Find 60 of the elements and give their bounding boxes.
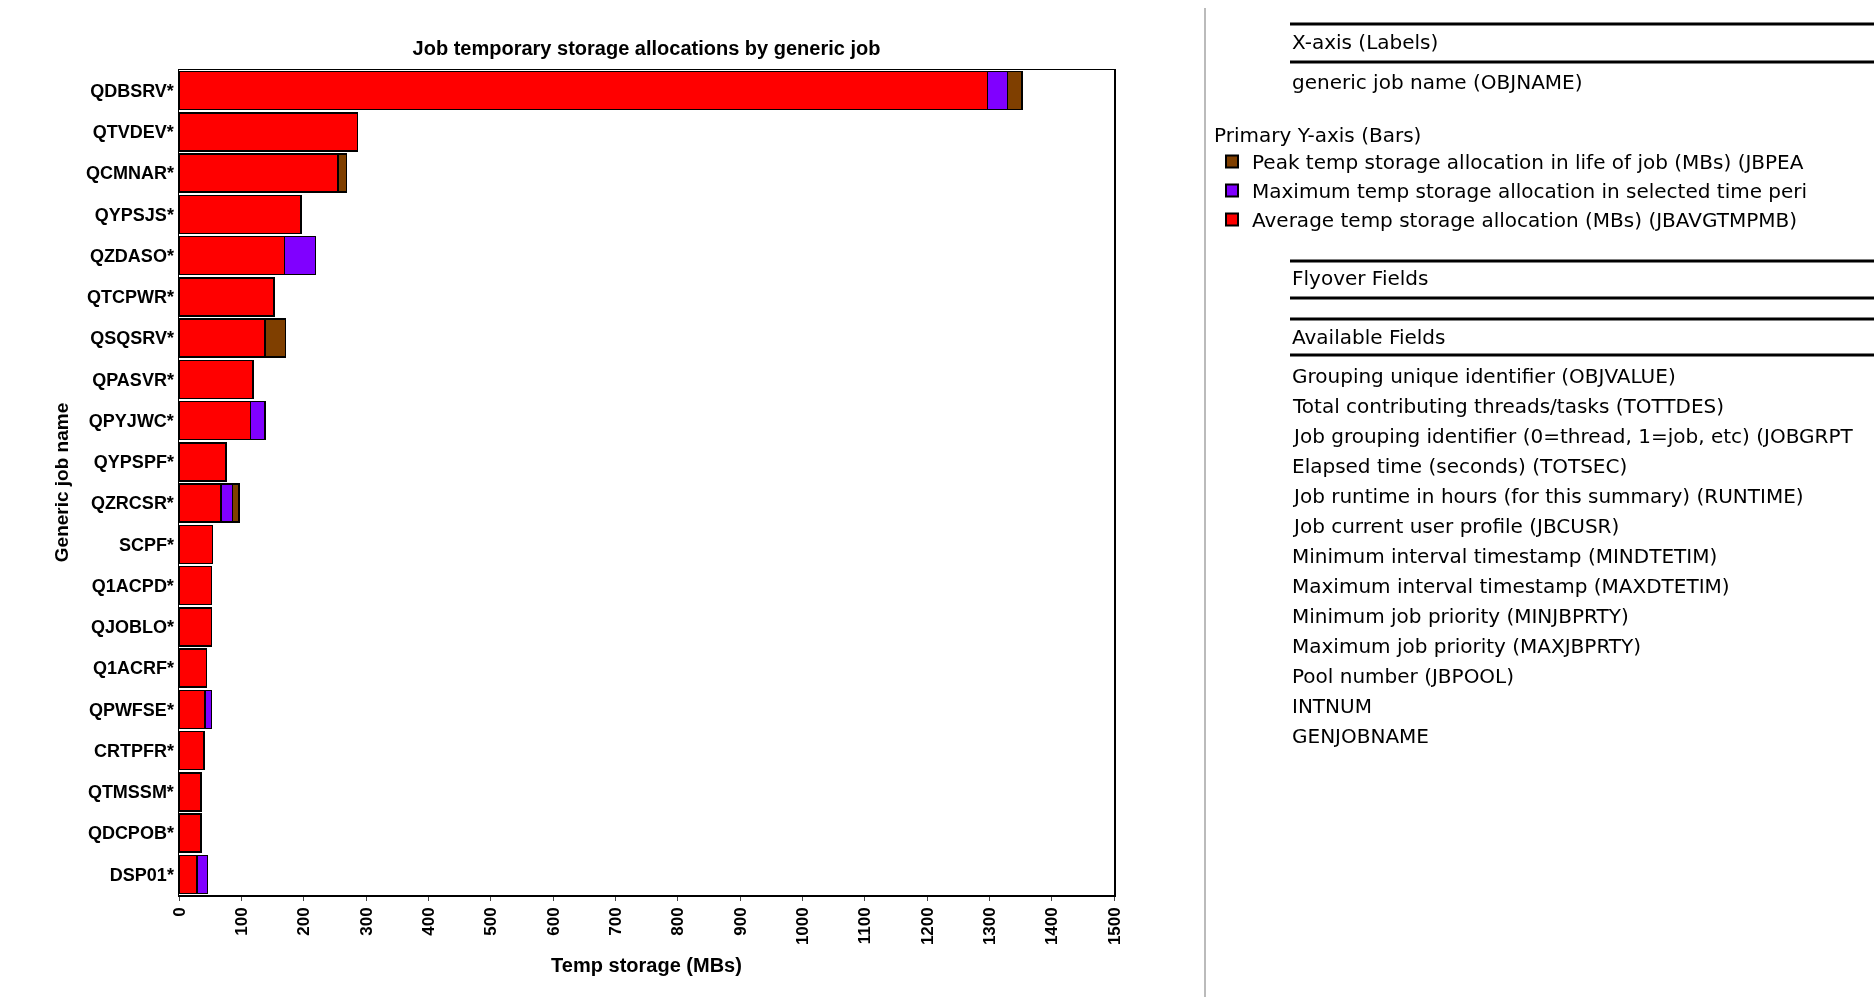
y-tick-label: SCPF* — [118, 534, 174, 555]
x-tick-label: 1300 — [979, 907, 999, 946]
y-tick-label: QZDASO* — [89, 245, 174, 266]
legend-label: Maximum temp storage allocation in selected time peri — [1252, 179, 1808, 204]
x-tick-label: 900 — [730, 907, 750, 936]
x-tick-label: 1000 — [792, 907, 812, 946]
text: Job current user profile (JBCUSR) — [1292, 514, 1620, 538]
y-tick-label: QDCPOB* — [87, 823, 174, 844]
y-tick-label: QDBSRV* — [90, 80, 174, 101]
text: Total contributing threads/tasks (TOTTDES) — [1292, 394, 1725, 418]
chart-title: Job temporary storage allocations by generic job — [412, 37, 881, 59]
x-tick-label: 500 — [481, 907, 501, 936]
text: GENJOBNAME — [1292, 724, 1429, 748]
text: Maximum interval timestamp (MAXDTETIM) — [1292, 574, 1730, 598]
y-tick-label: QTCPWR* — [86, 287, 174, 308]
legend-title: Primary Y-axis (Bars) — [1214, 123, 1422, 147]
y-tick-label: QZRCSR* — [90, 493, 174, 514]
x-tick-label: 400 — [418, 907, 438, 936]
x-tick-label: 1500 — [1104, 907, 1124, 946]
y-tick-label: QPYJWC* — [88, 410, 174, 431]
y-tick-label: QTVDEV* — [92, 122, 174, 143]
x-axis-title: Temp storage (MBs) — [551, 954, 742, 977]
x-tick-label: 700 — [605, 907, 625, 936]
y-tick-label: QSQSRV* — [90, 328, 174, 349]
text: Grouping unique identifier (OBJVALUE) — [1292, 364, 1676, 388]
x-tick-label: 1200 — [917, 907, 937, 946]
y-tick-label: DSP01* — [109, 864, 174, 885]
x-tick-label: 100 — [231, 907, 251, 936]
text: Minimum job priority (MINJBPRTY) — [1292, 604, 1629, 628]
text: Maximum job priority (MAXJBPRTY) — [1292, 634, 1642, 658]
text: Flyover Fields — [1292, 266, 1429, 290]
x-tick-label: 0 — [169, 907, 189, 917]
legend-label: Average temp storage allocation (MBs) (JBAVGTMPMB) — [1252, 208, 1797, 233]
y-tick-label: QCMNAR* — [85, 163, 174, 184]
y-tick-label: QPWFSE* — [88, 699, 174, 720]
text: Pool number (JBPOOL) — [1292, 664, 1515, 688]
text: Minimum interval timestamp (MINDTETIM) — [1292, 544, 1718, 568]
x-tick-label: 1100 — [855, 907, 875, 945]
y-tick-label: QYPSPF* — [93, 452, 174, 473]
x-tick-label: 300 — [356, 907, 376, 936]
x-tick-label: 1400 — [1042, 907, 1062, 946]
y-tick-label: Q1ACPD* — [91, 575, 174, 596]
y-tick-label: QJOBLO* — [90, 617, 174, 638]
x-tick-label: 600 — [543, 907, 563, 936]
text: Job runtime in hours (for this summary) (RUNTIME) — [1292, 484, 1804, 508]
y-tick-label: Q1ACRF* — [92, 658, 174, 679]
x-tick-label: 200 — [294, 907, 314, 936]
y-axis-title: Generic job name — [51, 402, 72, 563]
text: INTNUM — [1292, 694, 1372, 718]
y-tick-label: QTMSSM* — [87, 782, 174, 803]
text: Elapsed time (seconds) (TOTSEC) — [1292, 454, 1628, 478]
text: X-axis (Labels) — [1292, 30, 1439, 54]
text: generic job name (OBJNAME) — [1292, 70, 1583, 94]
y-tick-label: QYPSJS* — [94, 204, 174, 225]
y-tick-label: CRTPFR* — [93, 740, 174, 761]
text: Available Fields — [1292, 325, 1446, 349]
legend-label: Peak temp storage allocation in life of job (MBs) (JBPEA — [1252, 150, 1804, 175]
x-tick-label: 800 — [668, 907, 688, 936]
y-tick-label: QPASVR* — [92, 369, 174, 390]
text: Job grouping identifier (0=thread, 1=job, etc) (JOBGRPT — [1292, 424, 1854, 448]
